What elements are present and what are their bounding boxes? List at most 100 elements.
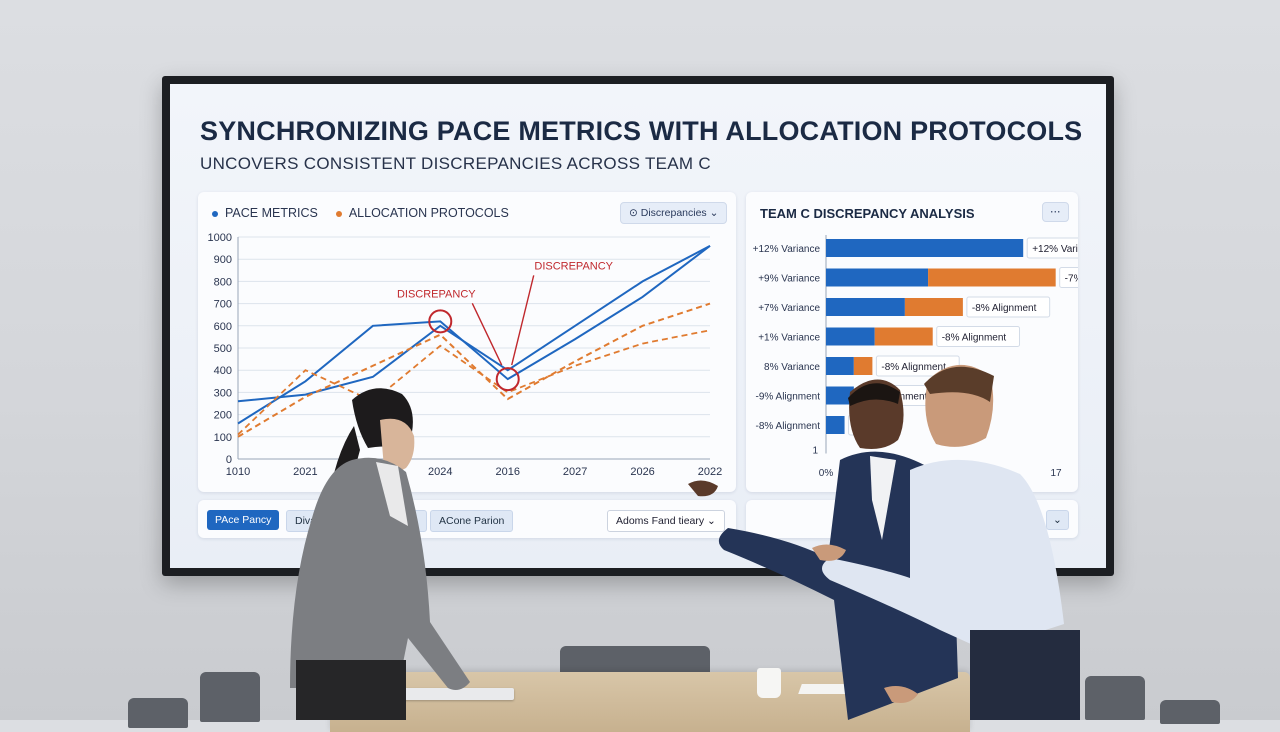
man-shirt — [870, 456, 896, 540]
x-tick-label: 2021 — [293, 466, 317, 478]
man-hair — [848, 383, 900, 406]
discrepancies-dropdown[interactable]: ⊙ Discrepancies ⌄ — [620, 202, 728, 224]
data-label: -8% Alignment — [942, 333, 1007, 344]
y-tick-label: 0 — [226, 454, 232, 466]
bar-segment — [874, 327, 933, 346]
category-label: +7% Variance — [758, 303, 820, 314]
annotation-arrow — [511, 275, 535, 366]
series-line — [237, 245, 711, 425]
more-icon: ⋯ — [1050, 206, 1061, 218]
x-tick-label: 2026 — [630, 466, 654, 478]
chevron-down-icon: ⌄ — [709, 207, 719, 219]
data-label: -8% Alignment — [972, 303, 1037, 314]
laptop — [402, 688, 514, 700]
x-tick-label: 1010 — [226, 466, 250, 478]
legend-label: ALLOCATION PROTOCOLS — [348, 206, 509, 220]
man-presenter-center — [688, 379, 958, 720]
category-label: 8% Variance — [764, 362, 820, 373]
chevron-down-icon[interactable]: ⌄ — [1046, 510, 1069, 530]
y-tick-label: 200 — [214, 410, 232, 422]
coffee-cup — [757, 668, 781, 698]
y-tick-label: 700 — [214, 299, 232, 311]
data-label: +12% Variance — [1032, 244, 1078, 255]
dropdown-label: Discrepancies — [640, 207, 707, 219]
man-hand — [812, 544, 846, 561]
bar-chart-title: TEAM C DISCREPANCY ANALYSIS — [760, 206, 975, 221]
line-chart-card: PACE METRICS ALLOCATION PROTOCOLS ⊙ Disc… — [198, 192, 736, 492]
y-tick-label: 400 — [214, 365, 232, 377]
acone-button[interactable]: ACone Parion — [430, 510, 514, 532]
man-presenter-right — [812, 364, 1080, 720]
chair — [560, 646, 710, 676]
bar-segment — [826, 327, 875, 346]
slide-title: SYNCHRONIZING PACE METRICS WITH ALLOCATI… — [200, 116, 1083, 146]
woman-jacket — [290, 457, 470, 690]
y-tick-label: 500 — [214, 343, 232, 355]
y-tick-label: 1 — [812, 446, 818, 457]
bar-segment — [826, 298, 905, 316]
bar-segment — [826, 268, 929, 287]
y-tick-label: 600 — [214, 321, 232, 333]
legend-item-allocation: ALLOCATION PROTOCOLS — [335, 206, 509, 220]
x-tick-label: 2024 — [428, 466, 452, 478]
series-line — [237, 329, 711, 436]
bar-segment — [826, 386, 854, 405]
slide-subtitle: UNCOVERS CONSISTENT DISCREPANCIES ACROSS… — [200, 154, 711, 173]
man-hand — [688, 480, 718, 497]
bar-chart-card: TEAM C DISCREPANCY ANALYSIS ⋯ +12% Varia… — [746, 192, 1078, 492]
more-options-button[interactable]: ⋯ — [1042, 202, 1069, 222]
man-shirt — [822, 459, 1064, 650]
y-tick-label: 1000 — [208, 232, 232, 244]
data-label: -7% — [1065, 274, 1078, 285]
x-tick-label: 17 — [1050, 468, 1062, 479]
bar-segment — [904, 298, 963, 316]
bar-segment — [826, 357, 854, 375]
annotation-label: DISCREPANCY — [397, 288, 476, 300]
pace-button[interactable]: PAce Pancy — [207, 510, 280, 530]
x-tick-label: 2022 — [698, 466, 722, 478]
discrepancy-marker — [428, 309, 453, 334]
chair — [1085, 676, 1145, 720]
data-label-box — [966, 296, 1051, 318]
bar-segment — [826, 239, 1024, 257]
legend-item-pace: PACE METRICS — [212, 206, 318, 220]
bar-chart: +12% Variance +12% Variance +9% Variance -7… — [753, 235, 1078, 479]
x-tick-label: 2016 — [495, 466, 519, 478]
category-label: +9% Variance — [758, 274, 820, 285]
category-label: +1% Variance — [758, 333, 820, 344]
annotation-label: DISCREPANCY — [534, 260, 613, 272]
annotation-arrow — [471, 303, 503, 366]
woman-presenter — [290, 388, 470, 720]
line-chart: 0 100 200 300 400 500 600 700 800 900 1000 1010 2021… — [208, 232, 723, 478]
info-icon: ⊙ — [629, 207, 638, 219]
bar-segment — [853, 357, 873, 375]
man-hand — [884, 686, 918, 703]
scope-select[interactable]: Adoms Fand tieary ⌄ — [607, 510, 725, 532]
chart-legend: PACE METRICS ALLOCATION PROTOCOLS — [212, 206, 509, 220]
select-label: Adoms Fand tieary — [616, 515, 705, 527]
man-suit — [718, 451, 958, 720]
man-trousers — [970, 630, 1080, 720]
discrepancy-marker — [495, 367, 520, 392]
category-label: +12% Variance — [753, 244, 821, 255]
x-tick-label: 0% — [819, 468, 834, 479]
y-tick-label: 900 — [214, 254, 232, 266]
legend-label: PACE METRICS — [225, 206, 318, 220]
y-tick-label: 300 — [214, 387, 232, 399]
category-label: -9% Alignment — [756, 392, 821, 403]
y-tick-label: 100 — [214, 432, 232, 444]
data-label-box — [1026, 237, 1078, 259]
bar-segment — [826, 416, 845, 434]
x-tick-label: 2027 — [563, 466, 587, 478]
y-tick-label: 800 — [214, 276, 232, 288]
chevron-down-icon: ⌄ — [707, 515, 716, 527]
data-label: -8% Alignment — [881, 362, 946, 373]
legend-dot — [335, 210, 342, 217]
legend-dot — [212, 210, 218, 217]
series-line — [237, 302, 711, 438]
woman-face — [380, 418, 415, 471]
chair — [200, 672, 260, 722]
category-label: -8% Alignment — [756, 421, 821, 432]
data-label-box — [1059, 267, 1078, 288]
